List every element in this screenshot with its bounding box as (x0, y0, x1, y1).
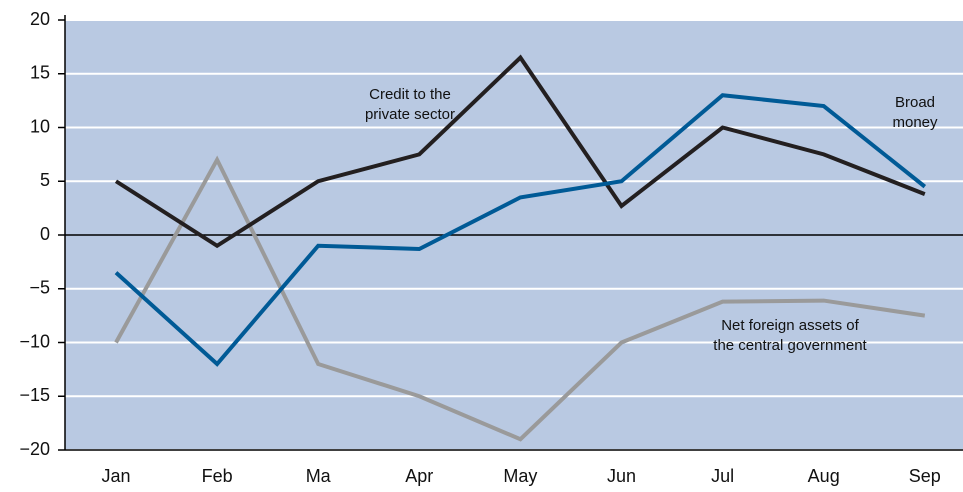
y-tick-label: −5 (29, 278, 50, 298)
series-annotation: Broad (895, 94, 935, 111)
series-annotation: Net foreign assets of (721, 317, 859, 334)
x-tick-label: Jun (607, 466, 636, 486)
y-tick-label: 15 (30, 63, 50, 83)
x-tick-label: Sep (909, 466, 941, 486)
y-tick-label: 20 (30, 9, 50, 29)
x-tick-label: May (503, 466, 537, 486)
series-annotation: the central government (713, 337, 867, 354)
y-tick-label: 5 (40, 170, 50, 190)
x-tick-label: Jan (101, 466, 130, 486)
x-tick-label: Apr (405, 466, 433, 486)
y-tick-label: −10 (19, 331, 50, 351)
series-annotation: money (892, 114, 938, 131)
y-tick-label: 10 (30, 116, 50, 136)
y-tick-label: −20 (19, 439, 50, 459)
y-tick-label: −15 (19, 385, 50, 405)
x-tick-label: Feb (202, 466, 233, 486)
x-tick-label: Aug (808, 466, 840, 486)
series-line (114, 93, 927, 367)
x-tick-label: Jul (711, 466, 734, 486)
series-annotation: private sector (365, 106, 455, 123)
x-tick-label: Ma (306, 466, 332, 486)
series-line (114, 155, 926, 442)
series-line (114, 54, 926, 249)
series-annotation: Credit to the (369, 86, 451, 103)
y-tick-label: 0 (40, 224, 50, 244)
